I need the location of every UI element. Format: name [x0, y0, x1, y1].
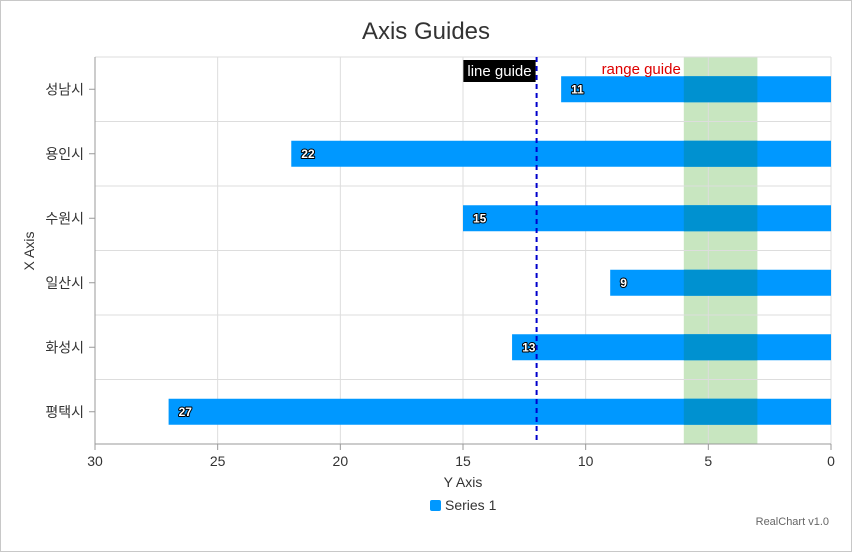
data-label: 15 — [473, 211, 487, 225]
bar-range-overlap — [683, 398, 758, 425]
bar-range-overlap — [683, 334, 758, 361]
category-label: 수원시 — [45, 210, 84, 226]
bar — [512, 334, 831, 361]
data-label: 9 — [620, 276, 627, 290]
legend-label: Series 1 — [445, 497, 497, 513]
credits: RealChart v1.0 — [755, 516, 829, 528]
value-tick-label: 5 — [704, 453, 712, 469]
data-label: 13 — [522, 340, 536, 354]
y-axis-title: Y Axis — [443, 474, 483, 490]
range-overlap-layer — [683, 76, 758, 425]
category-label: 화성시 — [45, 339, 84, 355]
data-label: 27 — [179, 405, 193, 419]
line-guide-label: line guide — [467, 63, 531, 80]
value-tick-label: 10 — [578, 453, 594, 469]
bar-range-overlap — [683, 269, 758, 296]
category-label: 성남시 — [45, 81, 84, 97]
value-tick-label: 30 — [87, 453, 103, 469]
bar-range-overlap — [683, 76, 758, 103]
chart-title: Axis Guides — [361, 18, 491, 45]
category-label: 평택시 — [45, 404, 84, 420]
value-tick-label: 15 — [455, 453, 471, 469]
data-label: 22 — [301, 147, 315, 161]
category-label: 용인시 — [45, 146, 84, 162]
category-label: 일산시 — [45, 275, 84, 291]
legend[interactable]: Series 1 — [430, 497, 496, 513]
value-tick-label: 25 — [210, 453, 226, 469]
axis-layer — [89, 57, 832, 450]
line-guide-label-bg — [463, 60, 536, 82]
bar — [463, 205, 831, 232]
value-tick-label: 20 — [333, 453, 349, 469]
line-guide-layer — [463, 57, 538, 444]
data-label: 11 — [571, 82, 584, 96]
bar-range-overlap — [683, 205, 758, 232]
bar-range-overlap — [683, 140, 758, 167]
value-tick-label: 0 — [827, 453, 835, 469]
range-guide-label: range guide — [602, 61, 681, 78]
label-layer: 11 성남시 22 용인시 15 수원시 9 일산시 13 화성시 27 평택시 line guide r… — [45, 61, 835, 469]
legend-swatch — [430, 499, 441, 511]
x-axis-title: X Axis — [21, 231, 37, 271]
